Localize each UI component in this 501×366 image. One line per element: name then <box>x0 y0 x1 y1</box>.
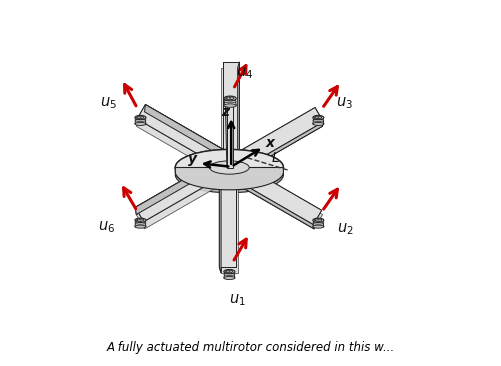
Polygon shape <box>237 62 239 171</box>
Text: $u_1$: $u_1$ <box>228 292 245 308</box>
Polygon shape <box>224 173 314 229</box>
Polygon shape <box>220 171 237 273</box>
Polygon shape <box>223 99 236 105</box>
Circle shape <box>139 219 141 220</box>
Circle shape <box>136 117 138 119</box>
Ellipse shape <box>135 122 146 126</box>
Text: $u_3$: $u_3$ <box>335 95 352 111</box>
Polygon shape <box>220 68 237 171</box>
Circle shape <box>225 97 227 100</box>
Polygon shape <box>135 156 232 222</box>
Text: $u_2$: $u_2$ <box>336 221 353 237</box>
Ellipse shape <box>312 218 323 223</box>
Polygon shape <box>224 173 314 229</box>
Polygon shape <box>175 168 283 190</box>
Polygon shape <box>175 168 283 190</box>
Ellipse shape <box>223 273 234 276</box>
Polygon shape <box>233 122 323 178</box>
Ellipse shape <box>135 222 146 224</box>
Ellipse shape <box>135 218 146 223</box>
Ellipse shape <box>312 222 323 224</box>
Text: $u_5$: $u_5$ <box>99 95 116 111</box>
Polygon shape <box>225 163 322 229</box>
Polygon shape <box>219 165 235 267</box>
Polygon shape <box>144 105 234 163</box>
Ellipse shape <box>223 100 236 103</box>
Polygon shape <box>225 112 322 178</box>
Polygon shape <box>135 156 225 214</box>
Polygon shape <box>312 221 323 227</box>
Polygon shape <box>219 165 220 273</box>
Ellipse shape <box>312 115 323 120</box>
Ellipse shape <box>137 116 143 119</box>
Polygon shape <box>237 62 239 171</box>
Polygon shape <box>220 171 237 273</box>
Circle shape <box>139 116 141 117</box>
Circle shape <box>228 270 230 272</box>
Polygon shape <box>312 118 323 124</box>
Circle shape <box>317 116 319 117</box>
Polygon shape <box>225 104 228 168</box>
Ellipse shape <box>175 157 283 193</box>
Polygon shape <box>135 118 146 124</box>
Polygon shape <box>222 62 239 165</box>
Ellipse shape <box>135 119 146 122</box>
Polygon shape <box>135 221 146 227</box>
Polygon shape <box>225 112 322 178</box>
Ellipse shape <box>135 225 146 228</box>
Polygon shape <box>225 108 323 173</box>
Ellipse shape <box>226 102 233 107</box>
Polygon shape <box>136 112 233 178</box>
Circle shape <box>314 220 315 221</box>
Polygon shape <box>223 272 234 278</box>
Polygon shape <box>136 163 233 229</box>
Ellipse shape <box>223 269 234 274</box>
Circle shape <box>228 96 230 98</box>
Polygon shape <box>220 68 237 171</box>
Ellipse shape <box>312 122 323 126</box>
Polygon shape <box>219 165 235 267</box>
Polygon shape <box>144 105 234 163</box>
Ellipse shape <box>314 219 321 221</box>
Ellipse shape <box>209 161 248 174</box>
Ellipse shape <box>314 116 321 119</box>
Ellipse shape <box>223 96 236 101</box>
Polygon shape <box>225 108 323 173</box>
Circle shape <box>317 219 319 220</box>
Ellipse shape <box>223 276 234 280</box>
Circle shape <box>224 271 226 273</box>
Text: A fully actuated multirotor considered in this w...: A fully actuated multirotor considered i… <box>107 341 394 354</box>
Polygon shape <box>136 112 233 178</box>
Polygon shape <box>233 122 323 178</box>
Polygon shape <box>137 105 234 170</box>
Ellipse shape <box>137 219 143 221</box>
Ellipse shape <box>312 119 323 122</box>
Ellipse shape <box>225 270 232 273</box>
Circle shape <box>314 117 315 119</box>
Polygon shape <box>225 163 322 229</box>
Ellipse shape <box>175 149 283 186</box>
Polygon shape <box>219 165 220 273</box>
Text: $L$: $L$ <box>271 151 280 165</box>
Polygon shape <box>135 156 225 214</box>
Circle shape <box>136 220 138 221</box>
Text: z: z <box>220 105 228 119</box>
Text: $u_4$: $u_4$ <box>235 65 253 81</box>
Polygon shape <box>136 163 233 229</box>
Text: $u_6$: $u_6$ <box>97 219 115 235</box>
Ellipse shape <box>223 104 236 107</box>
Polygon shape <box>137 105 234 170</box>
Ellipse shape <box>226 97 233 100</box>
Polygon shape <box>226 104 233 168</box>
Text: x: x <box>265 137 274 150</box>
Polygon shape <box>135 156 232 222</box>
Polygon shape <box>224 159 321 225</box>
Ellipse shape <box>312 225 323 228</box>
Polygon shape <box>224 159 321 225</box>
Ellipse shape <box>135 115 146 120</box>
Text: y: y <box>187 152 196 166</box>
Polygon shape <box>222 62 239 165</box>
Ellipse shape <box>175 149 283 186</box>
